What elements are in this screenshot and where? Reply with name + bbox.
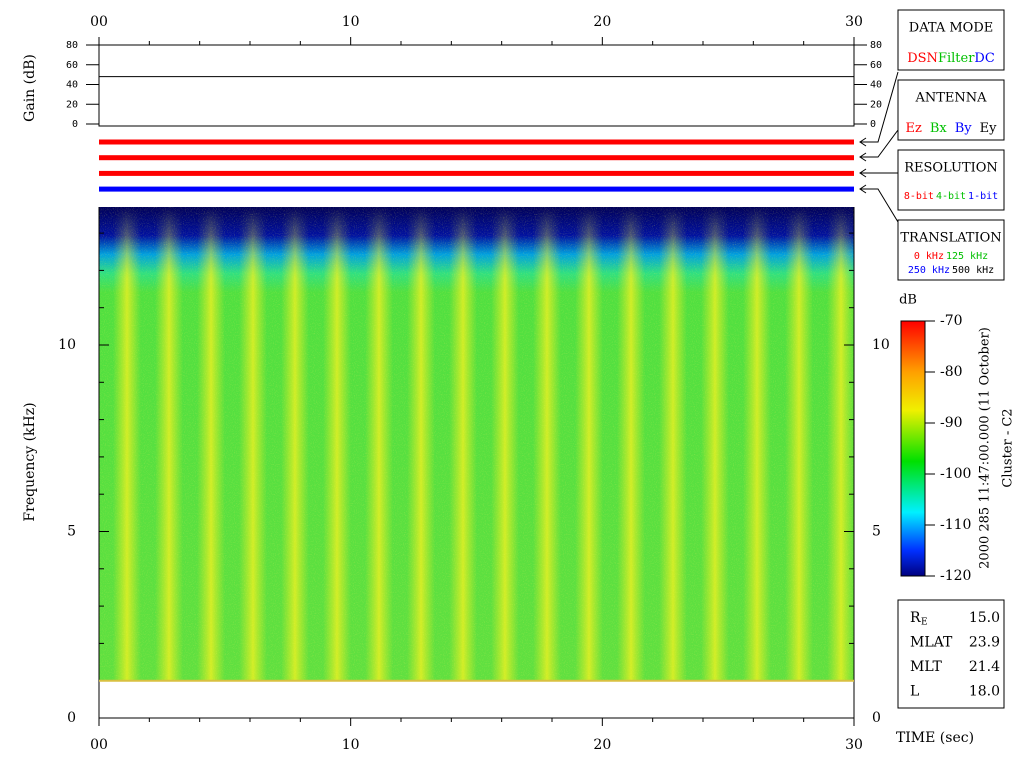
- top-tick-label: 20: [593, 14, 611, 30]
- top-tick-label: 00: [90, 14, 108, 30]
- colorbar-tick-label: -110: [940, 517, 971, 533]
- gain-tick-label: 80: [66, 40, 78, 51]
- legend-box: [897, 9, 1005, 71]
- legend-item: Filter: [938, 51, 975, 66]
- gain-tick-label: 20: [66, 99, 78, 110]
- ephemeris-box: [897, 599, 1005, 709]
- legend-row: 0 kHz 125 kHz: [914, 251, 988, 262]
- gain-label: Gain (dB): [22, 54, 38, 122]
- colorbar-tick-label: -80: [940, 364, 963, 380]
- ephemeris-label: MLAT: [910, 635, 953, 651]
- legend-box: [897, 149, 1005, 211]
- gain-tick-label: 40: [870, 80, 882, 91]
- legend-row: Ez Bx By Ey: [906, 121, 998, 136]
- ephemeris-value: 23.9: [969, 635, 1000, 651]
- ephemeris-value: 18.0: [969, 684, 1000, 700]
- timestamp: 2000 285 11:47:00.000 (11 October): [978, 327, 993, 569]
- bottom-tick-label: 20: [593, 737, 611, 753]
- gain-tick-label: 40: [66, 80, 78, 91]
- legend-item: 500 kHz: [952, 265, 994, 276]
- freq-tick-label: 10: [872, 337, 890, 353]
- legend-item: DSN: [907, 51, 938, 66]
- gain-tick-label: 60: [870, 60, 882, 71]
- legend-box: [897, 219, 1005, 281]
- cutoff-mask: [99, 680, 854, 718]
- connectors: [859, 71, 899, 223]
- frequency-label: Frequency (kHz): [22, 402, 38, 521]
- legend-row: 250 kHz 500 kHz: [908, 265, 994, 276]
- freq-tick-label: 0: [67, 710, 76, 726]
- status-bar: [99, 170, 854, 176]
- legend-item: 4-bit: [936, 191, 966, 202]
- colorbar-tick-label: -120: [940, 568, 971, 584]
- legend-item: 250 kHz: [908, 265, 950, 276]
- legend-item: Ey: [980, 121, 997, 136]
- legend-title: RESOLUTION: [904, 161, 998, 176]
- legend-item: 8-bit: [904, 191, 934, 202]
- ephemeris-label: R: [910, 610, 921, 626]
- freq-tick-label: 0: [872, 710, 881, 726]
- legend-item: Ez: [906, 121, 922, 136]
- legend-title: TRANSLATION: [900, 231, 1001, 246]
- top-tick-label: 30: [845, 14, 863, 30]
- ephemeris-value: 21.4: [969, 659, 1000, 675]
- time-label: TIME (sec): [896, 730, 974, 746]
- freq-tick-label: 5: [872, 524, 881, 540]
- bottom-tick-label: 30: [845, 737, 863, 753]
- spacecraft: Cluster - C2: [1001, 408, 1016, 487]
- gain-tick-label: 20: [870, 99, 882, 110]
- legend-item: Bx: [930, 121, 948, 136]
- ephemeris-label: MLT: [910, 659, 942, 675]
- legend-row: DSNFilterDC: [907, 51, 995, 66]
- gain-tick-label: 0: [870, 119, 876, 130]
- ephemeris-label: L: [910, 684, 919, 700]
- status-bar: [99, 139, 854, 145]
- legend-title: DATA MODE: [909, 21, 993, 36]
- bottom-tick-label: 00: [90, 737, 108, 753]
- legend-item: 0 kHz: [914, 251, 944, 262]
- ephemeris-value: 15.0: [969, 610, 1000, 626]
- status-bar: [99, 186, 854, 192]
- colorbar-unit: dB: [899, 293, 917, 308]
- legend-row: 8-bit 4-bit 1-bit: [904, 191, 998, 202]
- gain-tick-label: 0: [72, 119, 78, 130]
- status-bar: [99, 155, 854, 161]
- legend-item: 1-bit: [968, 191, 998, 202]
- colorbar-tick-label: -100: [940, 466, 971, 482]
- freq-tick-label: 10: [58, 337, 76, 353]
- colorbar: [900, 320, 926, 577]
- top-tick-label: 10: [342, 14, 360, 30]
- legend-title: ANTENNA: [914, 91, 987, 106]
- spectrogram-image: [99, 207, 854, 681]
- gain-tick-label: 60: [66, 60, 78, 71]
- colorbar-tick-label: -90: [940, 415, 963, 431]
- legend-item: DC: [974, 51, 994, 66]
- legend-box: [897, 79, 1005, 141]
- legend-item: 125 kHz: [946, 251, 988, 262]
- gain-frame: [98, 44, 855, 127]
- freq-tick-label: 5: [67, 524, 76, 540]
- colorbar-tick-label: -70: [940, 313, 963, 329]
- bottom-tick-label: 10: [342, 737, 360, 753]
- gain-tick-label: 80: [870, 40, 882, 51]
- ephemeris-sub: E: [921, 618, 928, 628]
- legend-item: By: [955, 121, 973, 136]
